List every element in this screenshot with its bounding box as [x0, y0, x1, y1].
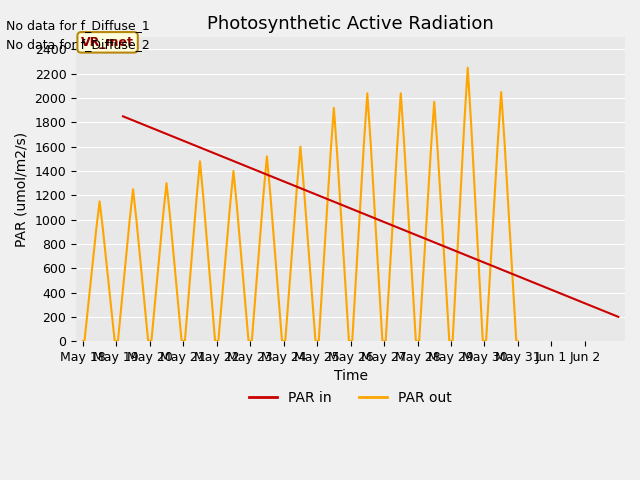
Legend: PAR in, PAR out: PAR in, PAR out	[244, 385, 458, 410]
Y-axis label: PAR (umol/m2/s): PAR (umol/m2/s)	[15, 132, 29, 247]
X-axis label: Time: Time	[333, 370, 367, 384]
Text: VR_met: VR_met	[81, 36, 134, 49]
Text: No data for f_Diffuse_1: No data for f_Diffuse_1	[6, 19, 150, 32]
Text: No data for f_Diffuse_2: No data for f_Diffuse_2	[6, 38, 150, 51]
Title: Photosynthetic Active Radiation: Photosynthetic Active Radiation	[207, 15, 494, 33]
